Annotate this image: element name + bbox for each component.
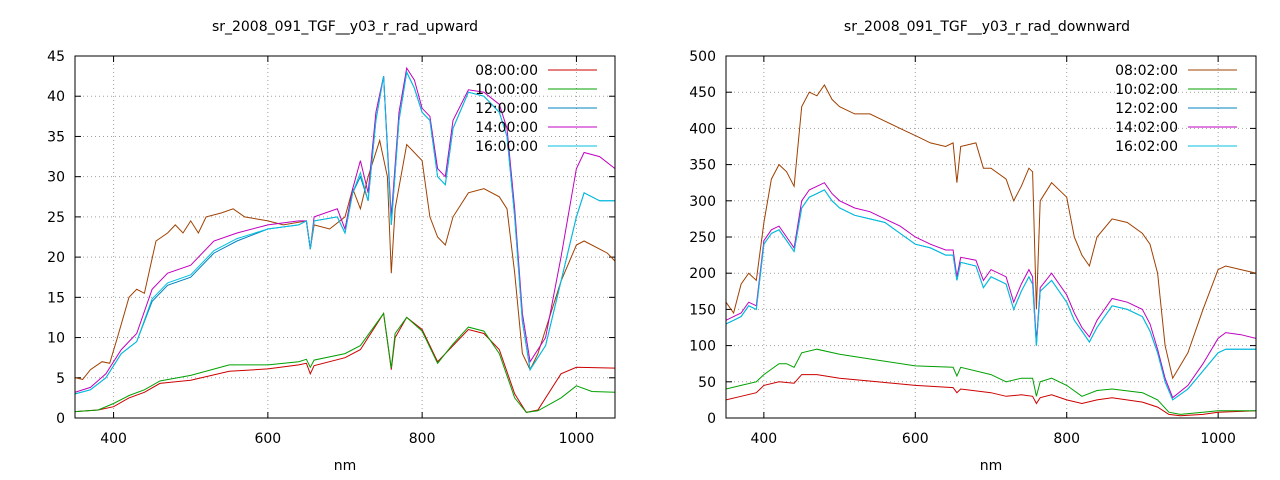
x-tick-label: 1000 [1200, 431, 1236, 447]
legend-label: 08:00:00 [475, 63, 538, 79]
x-axis-label: nm [334, 458, 357, 474]
chart-1: sr_2008_091_TGF__y03_r_rad_upward 0 5 10 15 2… [47, 19, 616, 474]
y-tick-label: 10 [47, 331, 65, 347]
y-tick-label: 40 [47, 89, 65, 105]
series-line [726, 182, 1256, 399]
y-tick-label: 200 [689, 266, 716, 282]
x-tick-label: 800 [1053, 431, 1080, 447]
series-line [75, 70, 615, 395]
series-line-unlabeled [726, 374, 1256, 417]
chart-title: sr_2008_091_TGF__y03_r_rad_downward [844, 19, 1130, 35]
series-line [726, 189, 1256, 401]
series-line [75, 312, 615, 413]
y-tick-label: 35 [47, 129, 65, 145]
series-line [726, 189, 1256, 401]
chart-2: sr_2008_091_TGF__y03_r_rad_downward 0 50 10… [689, 19, 1257, 474]
x-axis-label: nm [980, 458, 1003, 474]
legend-label: 12:00:00 [475, 101, 538, 117]
y-tick-label: 300 [689, 194, 716, 210]
legend-label: 16:00:00 [475, 139, 538, 155]
x-tick-label: 600 [902, 431, 929, 447]
y-tick-label: 30 [47, 170, 65, 186]
y-tick-label: 50 [698, 375, 716, 391]
y-tick-label: 150 [689, 302, 716, 318]
y-tick-label: 500 [689, 49, 716, 65]
series-line [726, 84, 1256, 380]
y-tick-label: 0 [56, 411, 65, 427]
plot-frame [74, 55, 616, 419]
y-tick-label: 350 [689, 158, 716, 174]
y-tick-label: 250 [689, 230, 716, 246]
x-tick-label: 800 [409, 431, 436, 447]
x-tick-label: 400 [100, 431, 127, 447]
legend-label: 08:02:00 [1115, 63, 1178, 79]
y-tick-label: 5 [56, 371, 65, 387]
series-line-unlabeled [75, 138, 615, 380]
y-tick-label: 20 [47, 250, 65, 266]
legend-label: 12:02:00 [1115, 101, 1178, 117]
y-tick-label: 45 [47, 49, 65, 65]
y-tick-label: 0 [707, 411, 716, 427]
series-line [726, 348, 1256, 415]
x-tick-label: 1000 [559, 431, 595, 447]
chart-title: sr_2008_091_TGF__y03_r_rad_upward [212, 19, 478, 35]
plot-frame [725, 55, 1257, 419]
x-tick-label: 600 [254, 431, 281, 447]
legend-label: 14:00:00 [475, 120, 538, 136]
y-tick-label: 100 [689, 339, 716, 355]
legend-label: 10:00:00 [475, 82, 538, 98]
legend-label: 14:02:00 [1115, 120, 1178, 136]
y-tick-label: 450 [689, 85, 716, 101]
y-tick-label: 15 [47, 290, 65, 306]
y-tick-label: 25 [47, 210, 65, 226]
legend-label: 16:02:00 [1115, 139, 1178, 155]
legend-label: 10:02:00 [1115, 82, 1178, 98]
y-tick-label: 400 [689, 121, 716, 137]
x-tick-label: 400 [750, 431, 777, 447]
